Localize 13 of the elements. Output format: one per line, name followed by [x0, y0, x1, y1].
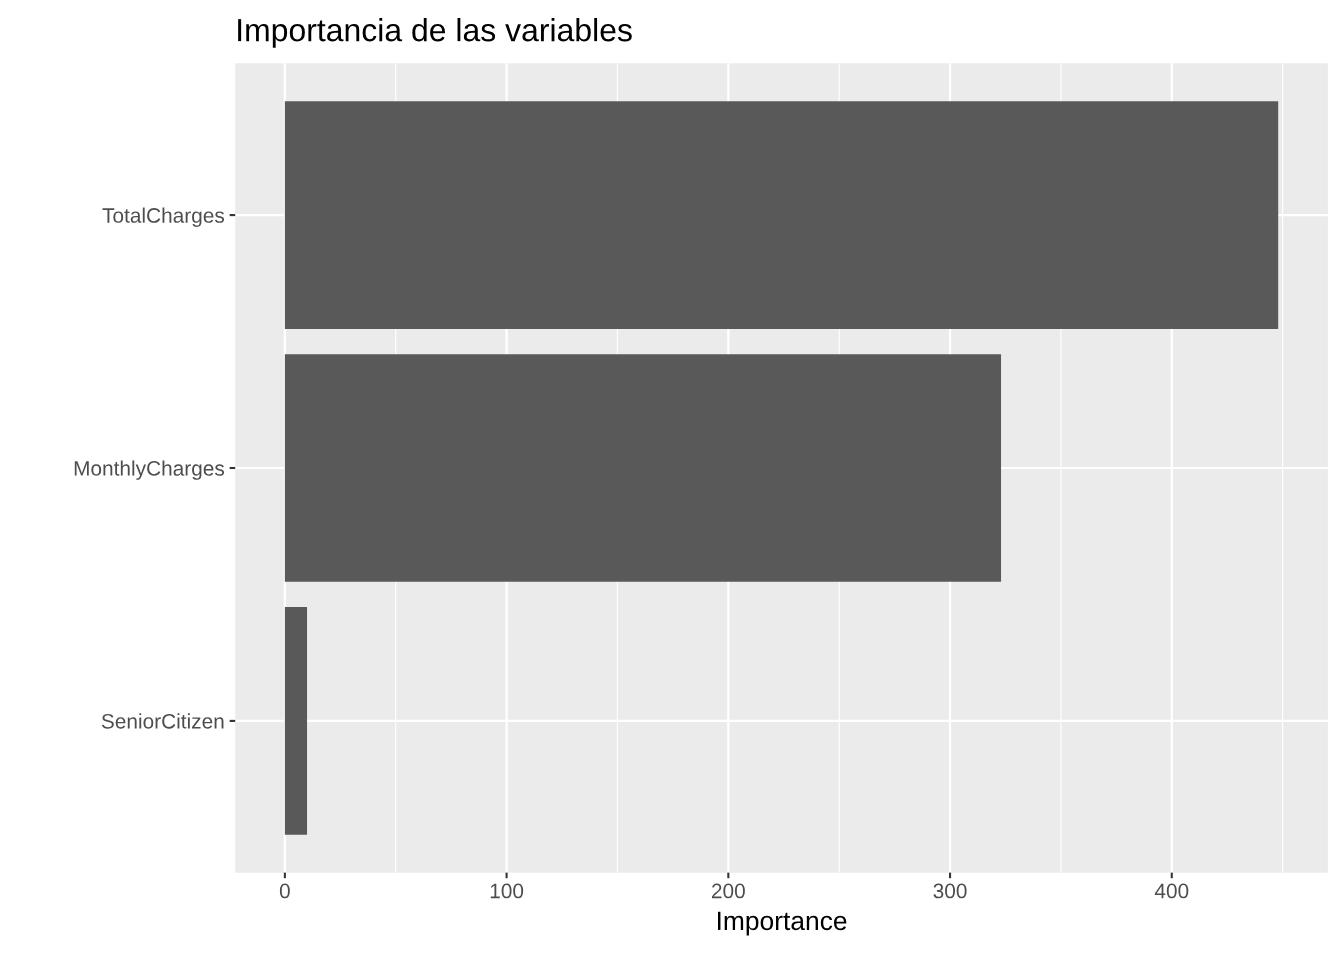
bar — [284, 101, 1279, 329]
x-tick-label: 300 — [933, 883, 967, 899]
x-tick-label: 0 — [279, 883, 290, 899]
y-tick-label: SeniorCitizen — [101, 713, 224, 729]
x-tick-label: 100 — [490, 883, 524, 899]
bar — [284, 354, 1002, 582]
chart-title: Importancia de las variables — [238, 17, 632, 48]
bar — [284, 607, 308, 835]
x-tick-label: 200 — [711, 883, 745, 899]
y-tick-label: MonthlyCharges — [74, 460, 225, 480]
x-tick-label: 400 — [1154, 883, 1189, 899]
y-tick-label: TotalCharges — [102, 207, 225, 227]
x-axis-title: Importance — [717, 911, 847, 936]
